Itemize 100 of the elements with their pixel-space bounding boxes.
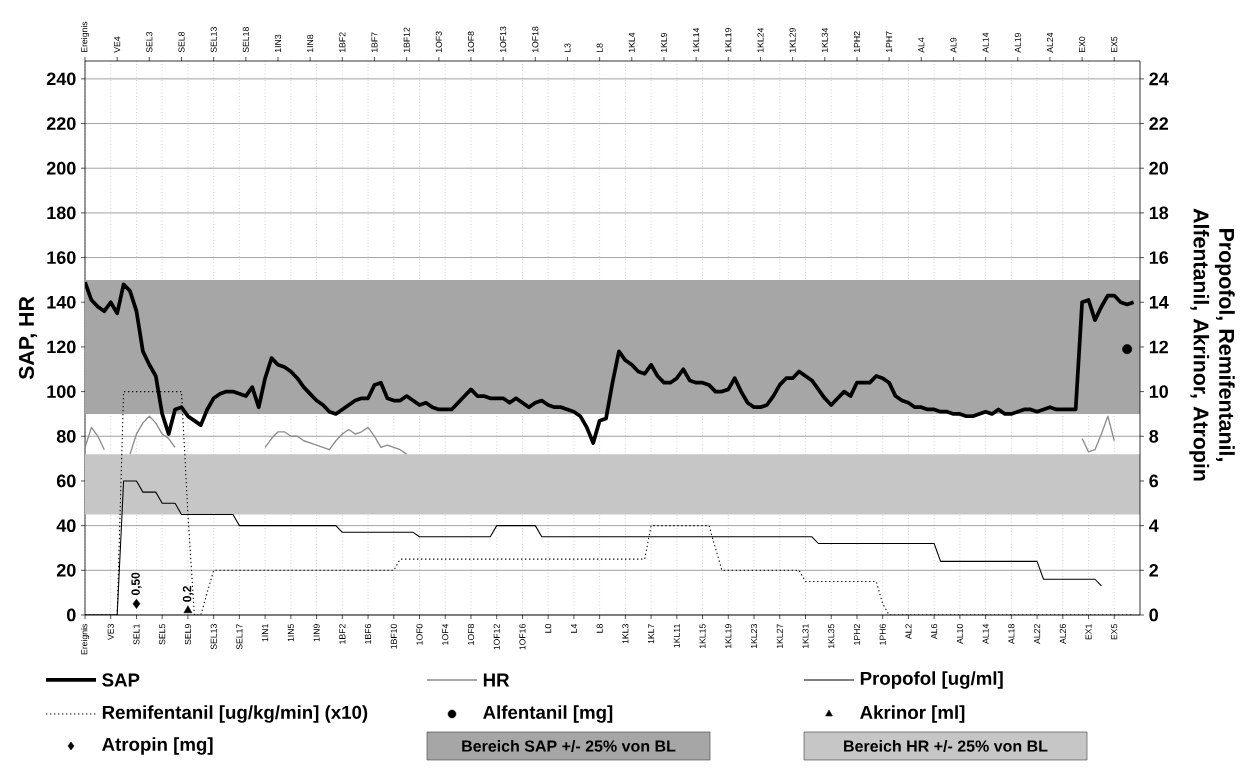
point [183,605,193,614]
x-tick-label: AL6 [931,624,938,640]
text: 1KL14 [693,27,700,53]
x-tick-label: AL22 [1034,624,1041,644]
text: 1KL29 [789,28,796,53]
x-tick-label: 1KL31 [802,624,809,649]
text: Ereignis [80,21,90,53]
x-tick-label: 1PH6 [879,624,886,645]
x-tick-label: AL10 [956,624,963,644]
text: AL9 [950,37,957,53]
text: SEL18 [242,27,249,53]
text: 1BF2 [339,32,346,53]
legend-label: Alfentanil [mg] [483,705,613,723]
x-tick-label: 1OF0 [416,624,423,645]
point [1122,344,1133,355]
legend-label: Bereich SAP +/- 25% von BL [462,740,676,752]
x-tick-label: SEL13 [210,624,217,650]
x-tick-label: 1KL23 [750,624,758,649]
x-tick-label: 1KL11 [673,624,680,648]
x-tick-label: 1KL27 [776,624,783,649]
x-tick-label: SEL17 [236,624,243,650]
y-axis-title: SAP, HR [18,296,38,380]
x-tick-label: SEL5 [159,624,166,645]
text: SEL3 [146,31,153,53]
text: 1BF12 [403,27,410,53]
legend-label: Bereich HR +/- 25% von BL [844,740,1048,752]
y2-tick-label: 8 [1149,429,1159,443]
x-tick-label: 1OF16 [519,624,526,650]
x-tick-label: 1IN9 [313,624,320,642]
x-tick-label: SEL9 [184,624,191,645]
text: 1KL9 [660,32,668,53]
y2-tick-label: 24 [1149,72,1169,86]
y-tick-label: 60 [56,474,76,488]
x-tick-label: L0 [545,624,552,633]
y2-tick-label: 14 [1149,296,1169,309]
text: EX5 [1111,36,1118,53]
point [132,598,141,609]
text: 1PH7 [886,31,893,53]
x-tick-label: AL18 [1008,624,1015,644]
text: L3 [564,43,571,53]
x-tick-label: 1PH2 [853,624,860,645]
text: SEL8 [178,31,185,53]
x-tick-label: 1IN1 [262,624,269,642]
y-tick-label: 240 [46,72,76,86]
x-tick-label: SEL1 [133,624,140,645]
x-tick-label: 1IN5 [287,624,294,642]
x-tick-label: L4 [570,623,577,633]
legend-label: Atropin [mg] [102,737,213,755]
x-tick-label: 1BF2 [339,624,346,644]
y-tick-label: 140 [47,295,76,309]
x-tick-label: AL2 [905,624,912,640]
x-tick-label: VE3 [107,624,114,641]
y2-tick-label: 20 [1149,161,1168,175]
y-tick-label: 160 [47,251,76,264]
legend-label: Remifentanil [ug/kg/min] (x10) [102,705,368,723]
x-tick-label: 1OF8 [467,624,475,645]
text: L8 [596,43,603,53]
y2-tick-label: 4 [1148,519,1159,532]
y2-tick-label: 22 [1149,117,1168,130]
legend-label: SAP [102,673,140,687]
x-tick-label: 1KL3 [622,624,629,644]
y-tick-label: 100 [47,385,76,398]
x-tick-label: AL26 [1059,624,1066,644]
text: 1OF3 [435,31,442,53]
y-tick-label: 180 [47,206,76,220]
y-tick-label: 40 [56,519,76,532]
y2-tick-label: 10 [1149,385,1168,398]
text: 1IN8 [307,34,314,53]
data-label: 0,2 [182,586,194,602]
text: 1KL34 [821,27,828,53]
legend-label: Propofol [ug/ml] [860,671,1003,689]
y-tick-label: 220 [46,117,76,130]
x-tick-label: 1OF12 [493,624,500,650]
text: AL14 [982,32,989,53]
text: 1OF8 [467,31,475,53]
text: 1OF18 [532,26,539,53]
x-tick-label: 1BF10 [390,624,397,649]
text: 1OF13 [500,26,507,53]
x-tick-label: EX1 [1085,624,1092,640]
y-tick-label: 120 [47,340,76,354]
text: VE4 [114,36,121,53]
x-tick-label: EX5 [1111,624,1118,640]
text: EX0 [1079,36,1086,53]
text: AL4 [918,37,925,53]
y-tick-label: 0 [67,608,76,622]
x-tick-label: 1BF6 [365,624,372,644]
text: 1KL4 [628,32,635,53]
legend-label: HR [483,673,510,687]
x-tick-label: 1KL35 [828,624,835,649]
x-tick-label: L8 [596,624,603,633]
y-tick-label: 200 [46,161,76,175]
y2-tick-label: 6 [1149,474,1159,488]
text: 1IN3 [274,34,282,53]
text: 1BF7 [371,32,378,53]
y2-tick-label: 2 [1149,564,1158,577]
y2-tick-label: 12 [1149,340,1168,354]
legend-label: Akrinor [ml] [860,705,965,723]
text: SEL13 [210,27,217,53]
text: 1KL24 [757,27,764,53]
data-label: 0,50 [131,572,142,596]
